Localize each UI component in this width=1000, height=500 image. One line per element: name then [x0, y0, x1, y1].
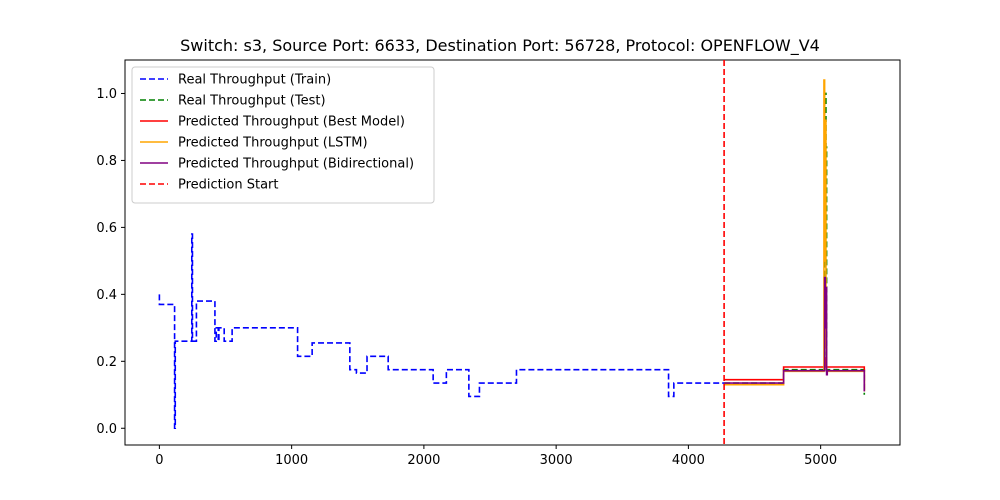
x-tick-label: 5000	[804, 453, 837, 468]
legend-entry-label: Real Throughput (Test)	[178, 94, 326, 109]
x-tick-label: 3000	[540, 453, 573, 468]
x-tick-label: 0	[155, 453, 163, 468]
y-tick-label: 0.0	[96, 422, 117, 437]
y-tick-label: 0.2	[96, 355, 117, 370]
series-line-real-throughput-train	[158, 233, 725, 430]
x-tick-label: 2000	[407, 453, 440, 468]
y-tick-label: 1.0	[96, 87, 117, 102]
y-tick-label: 0.6	[96, 221, 117, 236]
series-layer	[158, 60, 866, 445]
y-axis: 0.0 0.2 0.4 0.6 0.8 1.0	[96, 87, 125, 437]
x-tick-label: 1000	[275, 453, 308, 468]
legend-entry-label: Predicted Throughput (Bidirectional)	[178, 157, 414, 172]
y-tick-label: 0.8	[96, 154, 117, 169]
plot-area	[124, 59, 901, 446]
legend-entry-label: Prediction Start	[178, 178, 278, 193]
legend-entry-label: Real Throughput (Train)	[178, 73, 331, 88]
chart-title: Switch: s3, Source Port: 6633, Destinati…	[180, 36, 820, 56]
legend-entry-label: Predicted Throughput (LSTM)	[178, 136, 368, 151]
x-tick-label: 4000	[672, 453, 705, 468]
y-tick-label: 0.4	[96, 288, 117, 303]
series-line-predicted-throughput-bidirectional	[724, 276, 866, 392]
legend-box	[131, 66, 435, 204]
x-axis: 0 1000 2000 3000 4000 5000	[155, 445, 837, 468]
legend-entry-label: Predicted Throughput (Best Model)	[178, 115, 405, 130]
legend: Real Throughput (Train) Real Throughput (…	[131, 66, 435, 204]
